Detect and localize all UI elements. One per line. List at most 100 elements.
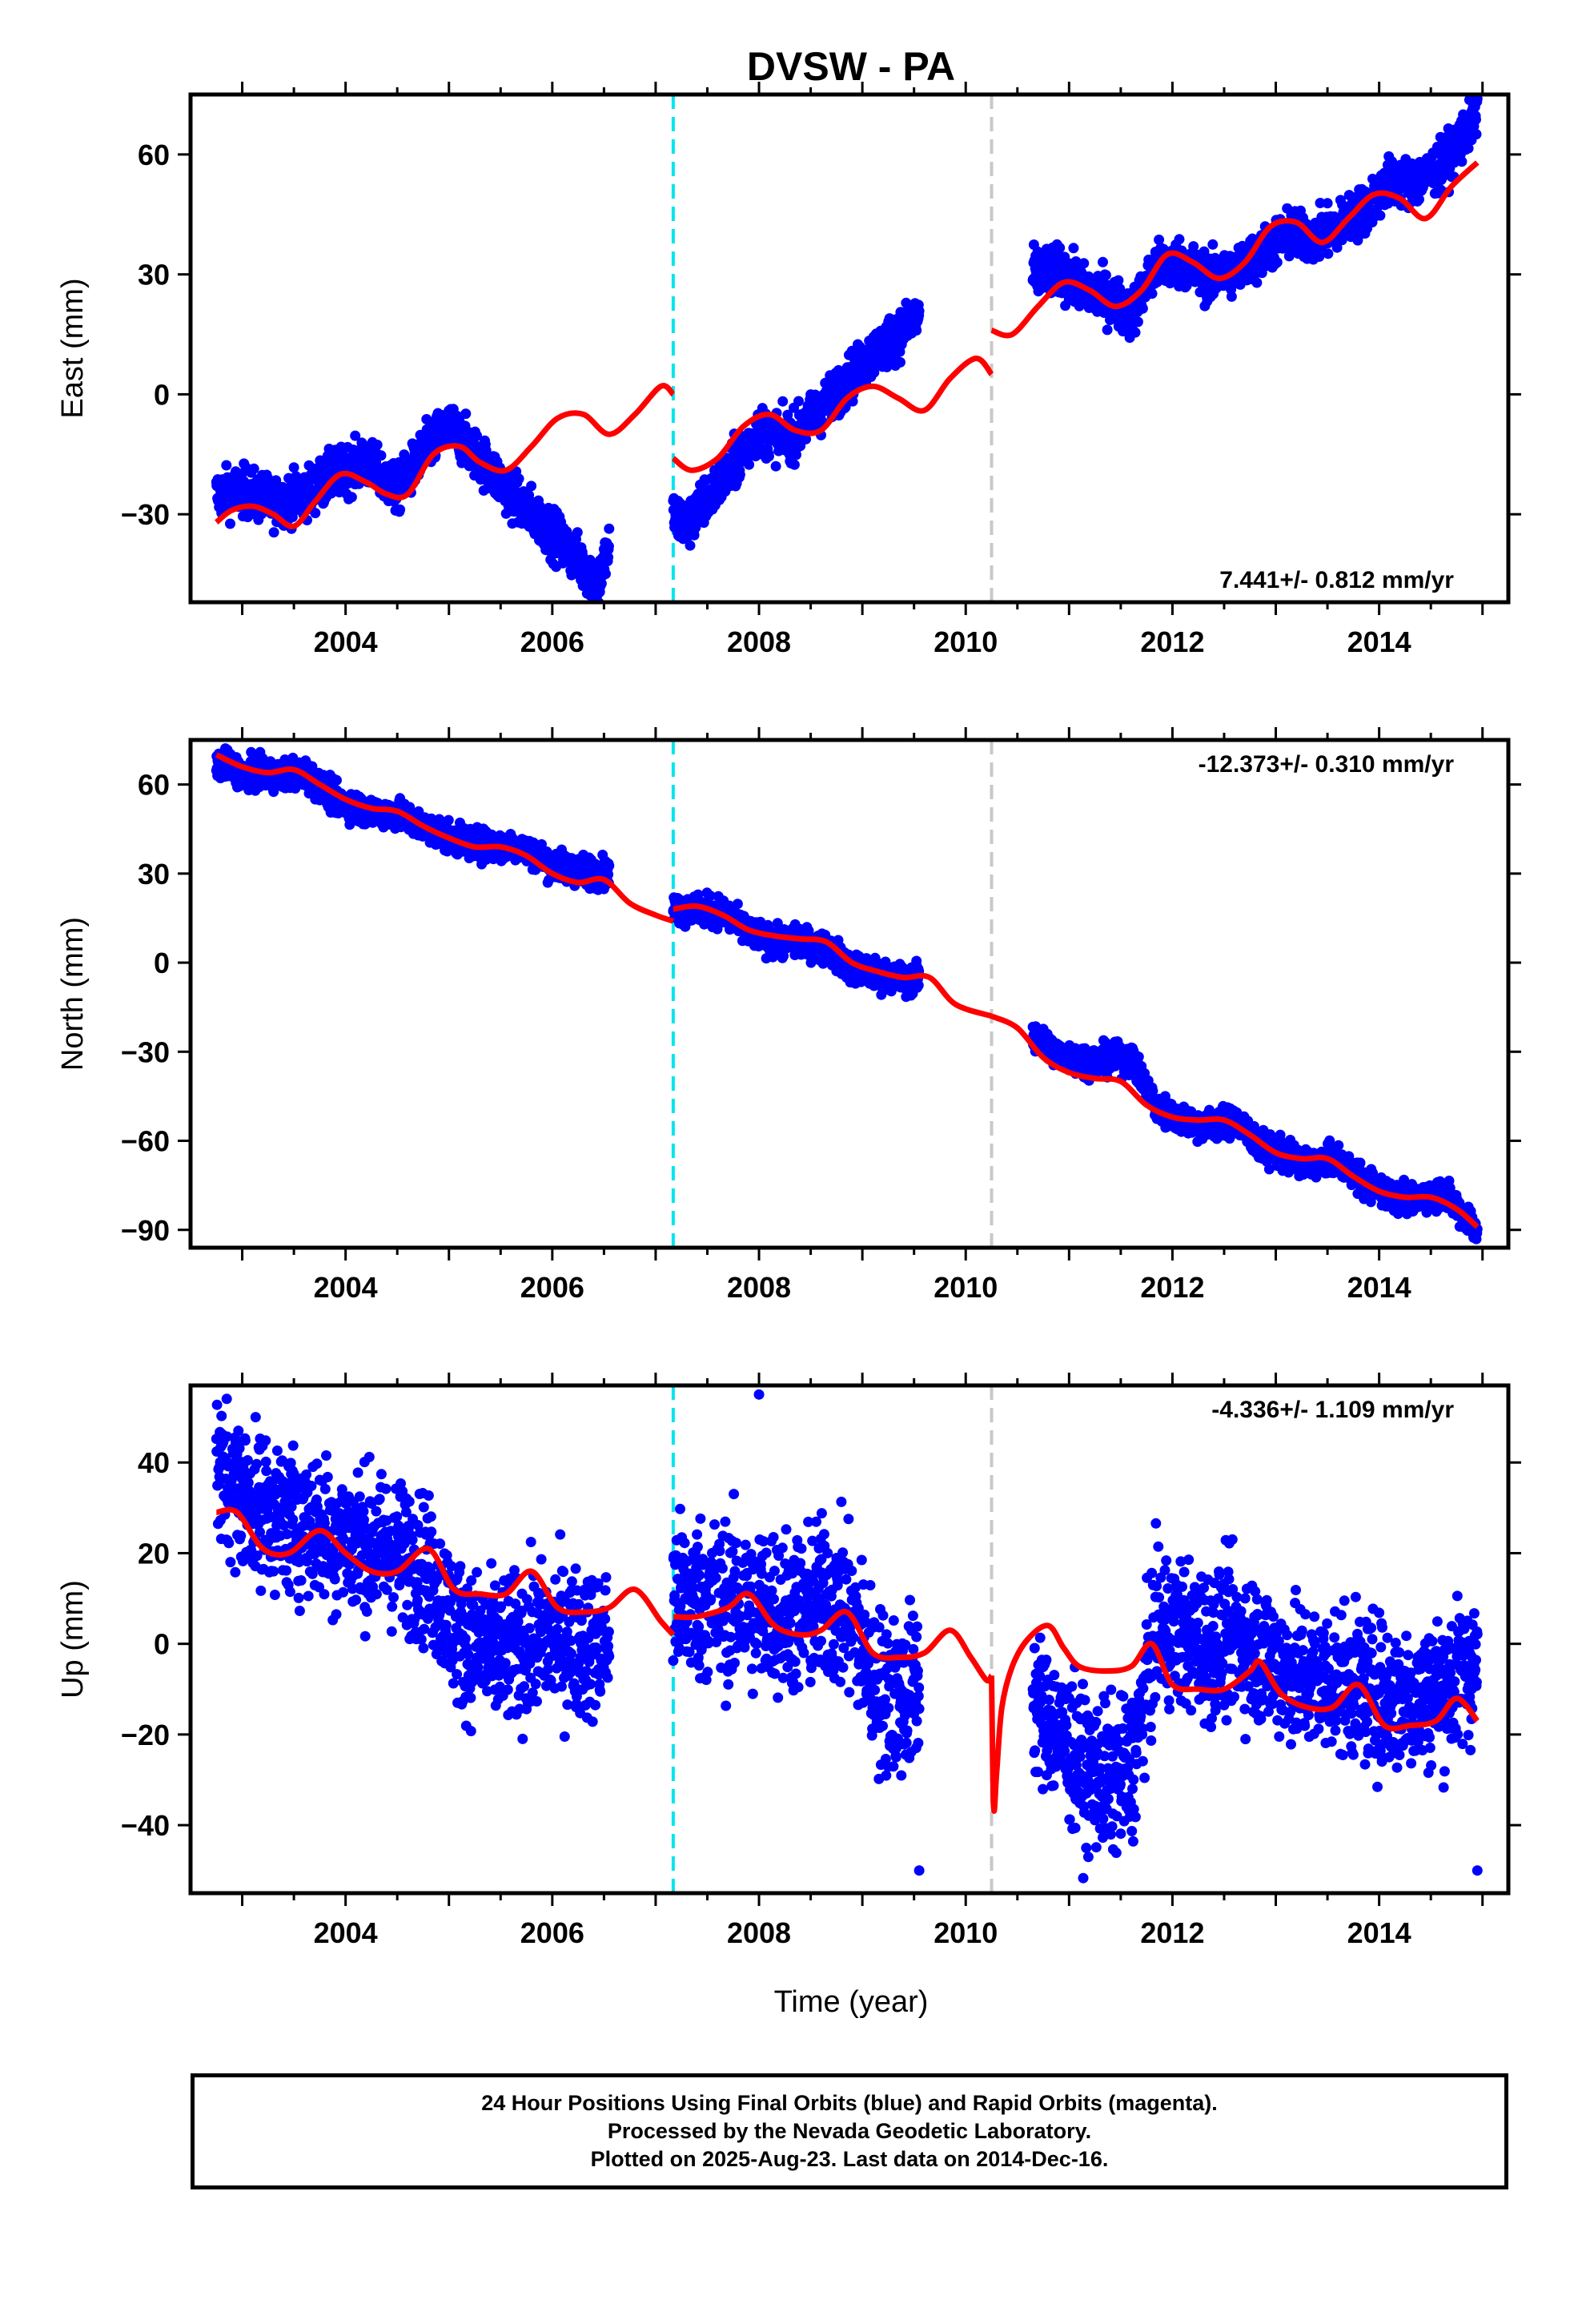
data-point	[1323, 248, 1334, 259]
data-point	[1472, 81, 1482, 91]
data-point	[395, 504, 406, 515]
data-point	[603, 552, 614, 563]
data-point	[526, 480, 537, 492]
data-point	[1375, 210, 1386, 221]
data-point	[732, 899, 743, 910]
data-point	[1414, 194, 1424, 205]
data-point	[596, 578, 607, 589]
data-point	[288, 462, 299, 473]
y-axis-label: East (mm)	[56, 278, 90, 418]
x-tick-label: 2012	[1140, 625, 1204, 658]
model-curve	[215, 383, 676, 529]
data-point	[1322, 198, 1333, 209]
data-point	[287, 512, 298, 523]
data-point	[460, 408, 472, 420]
data-point	[809, 389, 821, 400]
data-point	[1251, 277, 1263, 288]
data-point	[1130, 327, 1141, 338]
data-point	[1471, 114, 1481, 125]
velocity-annotation: 7.441+/- 0.812 mm/yr	[1219, 567, 1454, 593]
data-point	[911, 325, 922, 336]
data-point	[895, 356, 905, 368]
data-point	[1226, 291, 1237, 302]
y-tick-label: 0	[154, 378, 170, 411]
data-point	[604, 860, 615, 871]
data-point	[268, 527, 279, 538]
data-point	[693, 889, 704, 900]
y-tick-label: 30	[138, 259, 170, 292]
data-point	[375, 450, 387, 461]
data-point	[221, 460, 232, 471]
data-point	[371, 440, 383, 450]
data-point	[1078, 258, 1090, 269]
data-point	[1146, 288, 1158, 300]
data-point	[1098, 256, 1108, 267]
data-point	[603, 869, 614, 880]
data-point	[290, 783, 301, 794]
data-point	[1154, 234, 1165, 245]
data-point	[1471, 129, 1482, 140]
data-point	[603, 541, 614, 552]
plot-area	[211, 81, 1483, 602]
data-point	[572, 527, 583, 538]
data-point	[291, 471, 302, 482]
data-point	[793, 396, 804, 407]
data-point	[1137, 303, 1148, 314]
data-point	[443, 814, 454, 826]
data-point	[1448, 157, 1460, 168]
panel-2: 2004 2006 2008 2010 2012 201460300−30−60−90No…	[56, 727, 1521, 1304]
plot-frame	[188, 92, 1511, 605]
data-point	[271, 475, 282, 486]
data-point	[1113, 275, 1124, 286]
data-point	[331, 774, 342, 786]
data-point	[1207, 239, 1219, 250]
data-point	[472, 430, 483, 441]
data-point	[1054, 243, 1066, 253]
x-tick-label: 2008	[727, 625, 791, 658]
model-curve	[671, 356, 994, 473]
data-point	[600, 569, 611, 580]
x-tick-label: 2004	[314, 625, 378, 658]
data-point	[1181, 280, 1192, 292]
data-point	[1472, 94, 1483, 104]
x-tick-label: 2014	[1347, 625, 1411, 658]
data-point	[744, 459, 755, 470]
plot-area	[211, 740, 1483, 1248]
data-point	[1132, 316, 1143, 328]
data-point	[685, 540, 696, 551]
data-point	[346, 492, 357, 503]
data-point	[689, 529, 700, 541]
data-point	[1102, 324, 1113, 336]
model-curve	[990, 160, 1480, 339]
data-point	[350, 430, 361, 441]
data-point	[310, 508, 321, 519]
data-point	[513, 473, 524, 485]
data-point	[1271, 257, 1283, 267]
x-tick-label: 2006	[520, 625, 584, 658]
data-point	[1068, 243, 1079, 254]
y-tick-label: −30	[121, 498, 170, 531]
data-point	[1435, 184, 1447, 195]
x-axis-label: Time (year)	[774, 1985, 929, 2019]
data-point	[789, 459, 800, 470]
data-point	[268, 786, 279, 798]
data-point	[1174, 234, 1185, 245]
data-point	[225, 518, 235, 529]
data-point	[1100, 270, 1111, 280]
data-point	[913, 305, 925, 316]
panel-1: 2004 2006 2008 2010 2012 2014 60 30 0 −30 East (mm…	[56, 81, 1521, 658]
x-tick-label: 2010	[934, 625, 998, 658]
data-point	[770, 460, 781, 472]
data-point	[1315, 198, 1326, 208]
data-point	[734, 469, 745, 480]
data-point	[604, 523, 615, 534]
data-point	[1188, 241, 1199, 252]
data-point	[344, 819, 355, 830]
data-point	[777, 396, 789, 407]
y-tick-label: 60	[138, 139, 170, 171]
data-point	[801, 433, 812, 444]
data-point	[1331, 242, 1343, 253]
data-point	[764, 451, 774, 462]
data-point	[426, 813, 437, 824]
